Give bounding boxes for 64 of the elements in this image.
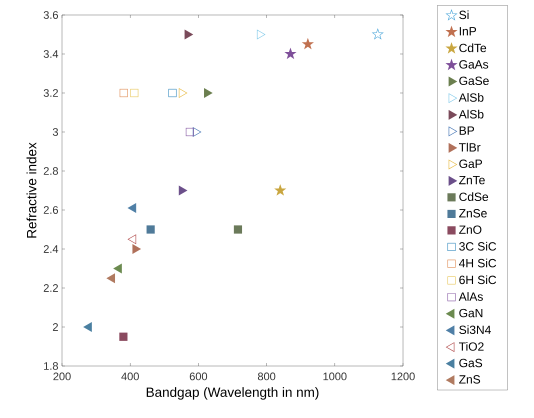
x-tick-label: 1200	[392, 372, 415, 380]
point	[186, 128, 194, 136]
point	[113, 264, 122, 274]
x-axis-title: Bandgap (Wavelength in nm)	[146, 387, 318, 400]
point	[256, 30, 266, 40]
legend-label: CdTe	[459, 43, 486, 52]
legend-label: AlAs	[458, 292, 483, 301]
y-tick-label: 2.4	[44, 245, 58, 253]
x-tick-label: 400	[121, 372, 139, 380]
point	[120, 88, 128, 98]
point	[274, 184, 286, 196]
point	[130, 88, 138, 98]
legend-label: Si3N4	[459, 325, 491, 334]
point	[83, 322, 92, 332]
legend-label: BP	[460, 126, 474, 135]
y-tick-label: 2.2	[44, 284, 58, 292]
y-tick-label: 3.4	[44, 50, 58, 58]
point	[106, 273, 116, 284]
point	[178, 186, 188, 196]
legend-label: ZnO	[459, 225, 482, 234]
legend-label: GaS	[459, 358, 482, 368]
point	[184, 30, 193, 40]
point	[234, 225, 242, 234]
x-tick-label: 200	[53, 372, 71, 380]
x-tick-label: 600	[190, 372, 208, 380]
y-tick-label: 2.6	[44, 206, 58, 214]
y-tick-label: 2.8	[44, 167, 58, 175]
y-tick-label: 3	[52, 128, 58, 136]
legend-label: 4H SiC	[459, 258, 496, 268]
point	[372, 28, 384, 40]
legend-label: AlSb	[458, 110, 484, 119]
point	[178, 88, 188, 98]
y-tick-label: 3.2	[44, 89, 58, 97]
point	[302, 38, 314, 49]
legend-label: TlBr	[458, 142, 480, 152]
x-tick-label: 800	[258, 372, 276, 380]
legend-label: ZnSe	[459, 209, 487, 218]
legend-label: AlSb	[458, 93, 484, 102]
legend-label: GaN	[459, 308, 482, 318]
legend-label: InP	[460, 27, 476, 36]
legend-label: TiO2	[458, 342, 484, 351]
point	[146, 225, 155, 234]
point	[132, 244, 141, 254]
legend-label: Si	[459, 10, 469, 20]
point	[192, 127, 202, 137]
point	[284, 48, 296, 59]
legend-label: ZnS	[459, 375, 480, 384]
y-tick-label: 2	[52, 323, 58, 331]
point	[128, 203, 136, 213]
legend-label: 6H SiC	[459, 275, 496, 284]
legend-label: GaSe	[459, 76, 489, 86]
y-axis-title: Refractive index	[26, 142, 36, 238]
legend-label: GaAs	[459, 60, 488, 69]
legend-label: ZnTe	[459, 176, 485, 184]
y-tick-label: 3.6	[44, 11, 58, 19]
point	[128, 234, 136, 244]
point	[204, 88, 212, 98]
x-tick-label: 1000	[323, 372, 347, 380]
y-tick-label: 1.8	[44, 362, 58, 370]
legend-label: CdSe	[459, 192, 488, 202]
point	[119, 332, 128, 341]
legend-label: GaP	[459, 160, 482, 168]
point	[168, 88, 177, 98]
legend-label: 3C SiC	[459, 242, 496, 251]
